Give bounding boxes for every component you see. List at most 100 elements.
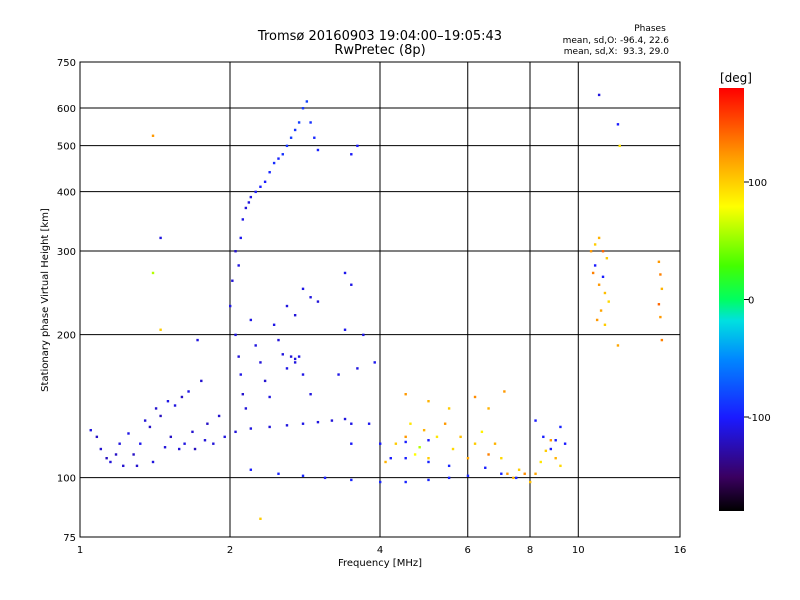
data-point-x <box>503 390 506 393</box>
data-point-x <box>603 323 607 326</box>
data-point-x <box>539 460 542 464</box>
data-point-o <box>285 367 289 370</box>
data-point-o <box>239 236 242 240</box>
data-point-o <box>166 400 170 403</box>
data-point-o <box>484 466 487 469</box>
data-point-o <box>132 453 135 456</box>
data-point-x <box>493 442 497 445</box>
data-point-o <box>159 414 162 418</box>
data-point-x <box>605 257 609 260</box>
data-point-o <box>447 476 451 480</box>
data-point-x <box>459 435 462 439</box>
data-point-x <box>601 250 605 253</box>
data-point-o <box>180 395 184 399</box>
x-tick-label: 8 <box>527 545 533 556</box>
data-point-x <box>473 442 477 445</box>
data-point-o <box>217 414 221 418</box>
data-point-x <box>409 422 412 425</box>
data-point-o <box>244 206 248 210</box>
data-point-o <box>301 107 305 110</box>
data-point-o <box>263 180 267 184</box>
data-point-o <box>127 432 130 435</box>
data-point-o <box>285 304 289 308</box>
data-point-o <box>323 476 327 480</box>
chart-subtitle: RwPretec (8p) <box>334 43 425 58</box>
data-point-o <box>118 442 121 445</box>
colorbar-ticks: 100 0 -100 <box>744 178 771 424</box>
data-point-x <box>554 456 557 460</box>
data-point-o <box>237 355 240 358</box>
data-point-x <box>597 283 601 286</box>
data-point-o <box>297 355 301 358</box>
data-point-o <box>427 460 430 464</box>
data-point-o <box>343 271 347 275</box>
data-point-x <box>591 271 595 275</box>
data-point-o <box>109 460 112 464</box>
data-point-o <box>135 464 139 468</box>
data-point-o <box>309 296 312 299</box>
data-point-o <box>259 185 262 188</box>
colorbar <box>719 88 744 511</box>
data-point-o <box>297 121 301 124</box>
data-point-o <box>500 472 503 475</box>
data-point-x <box>394 442 398 445</box>
data-point-o <box>254 344 257 347</box>
data-point-x <box>151 271 155 275</box>
y-tick-label: 750 <box>57 58 76 69</box>
data-point-o <box>389 456 392 460</box>
data-point-x <box>589 250 593 253</box>
data-point-o <box>367 422 371 425</box>
data-point-o <box>515 476 518 480</box>
data-point-o <box>301 474 305 478</box>
data-point-o <box>193 447 197 451</box>
colorbar-tick-label: 100 <box>748 178 767 189</box>
colorbar-tick-label: -100 <box>748 413 771 424</box>
x-tick-label: 6 <box>465 545 471 556</box>
data-point-x <box>544 449 548 453</box>
data-point-x <box>657 303 661 306</box>
x-axis-ticks: 1 2 4 6 8 10 16 <box>77 545 687 556</box>
x-tick-label: 16 <box>674 545 687 556</box>
data-point-o <box>187 390 190 393</box>
data-point-x <box>523 472 526 475</box>
data-point-x <box>447 407 451 410</box>
data-point-o <box>95 435 99 439</box>
data-point-x <box>595 318 599 322</box>
data-point-o <box>249 195 253 199</box>
data-point-x <box>480 430 484 434</box>
data-point-x <box>259 517 262 520</box>
data-point-x <box>500 456 503 460</box>
data-point-o <box>404 480 407 484</box>
data-point-o <box>268 425 271 429</box>
data-point-o <box>447 464 451 468</box>
data-point-o <box>163 446 167 449</box>
data-point-o <box>301 373 305 376</box>
data-point-o <box>337 373 340 376</box>
data-point-o <box>249 427 253 430</box>
y-axis-ticks: 75 100 200 300 400 500 600 750 <box>57 58 76 544</box>
data-point-o <box>183 442 186 445</box>
data-point-o <box>203 439 207 442</box>
data-point-x <box>599 309 603 312</box>
data-point-x <box>384 460 387 464</box>
data-point-o <box>234 430 237 434</box>
data-point-o <box>542 435 545 439</box>
data-point-o <box>177 447 181 451</box>
data-point-o <box>277 338 280 342</box>
data-point-o <box>159 236 162 240</box>
data-point-o <box>263 379 267 383</box>
y-tick-label: 600 <box>57 104 76 115</box>
data-point-x <box>466 456 470 460</box>
data-point-o <box>191 430 194 434</box>
data-point-x <box>657 260 661 264</box>
data-point-o <box>285 424 289 427</box>
data-point-o <box>89 428 92 432</box>
data-point-o <box>305 100 309 103</box>
data-point-o <box>231 279 234 282</box>
data-point-o <box>301 287 305 291</box>
data-point-x <box>427 456 430 460</box>
data-point-o <box>601 275 605 279</box>
data-point-o <box>350 422 353 425</box>
data-point-x <box>616 344 620 347</box>
legend-line-x: mean, sd,X: 93.3, 29.0 <box>564 47 670 57</box>
